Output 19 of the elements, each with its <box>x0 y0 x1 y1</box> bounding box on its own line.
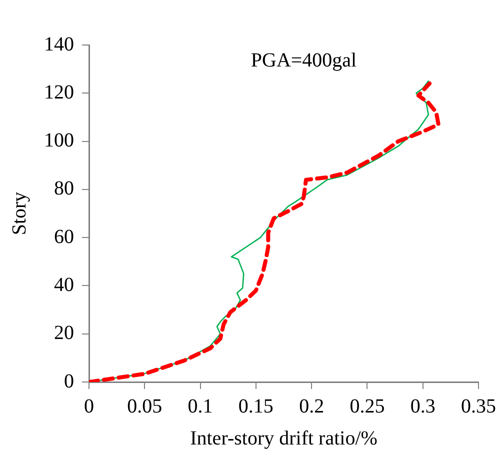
x-tick-label: 0.15 <box>238 395 274 418</box>
y-tick-label: 100 <box>44 130 74 152</box>
y-tick-label: 0 <box>64 370 74 392</box>
x-tick-label: 0.2 <box>299 395 324 418</box>
y-axis-title: Story <box>8 192 30 236</box>
y-tick-label: 80 <box>54 178 74 200</box>
x-tick-label: 0.25 <box>350 395 385 418</box>
x-tick-label: 0 <box>84 395 94 418</box>
x-tick-label: 0.35 <box>461 395 496 418</box>
x-tick-label: 0.1 <box>188 395 213 418</box>
annotation: PGA=400gal <box>250 49 358 72</box>
x-tick-label: 0.3 <box>410 395 436 418</box>
y-tick-label: 140 <box>44 33 74 56</box>
x-tick-label: 0.05 <box>127 395 162 418</box>
y-tick-label: 60 <box>54 226 74 248</box>
y-tick-label: 20 <box>54 322 74 344</box>
y-tick-label: 40 <box>54 274 74 296</box>
x-axis-title: Inter-story drift ratio/% <box>190 427 378 450</box>
y-tick-label: 120 <box>44 81 74 104</box>
